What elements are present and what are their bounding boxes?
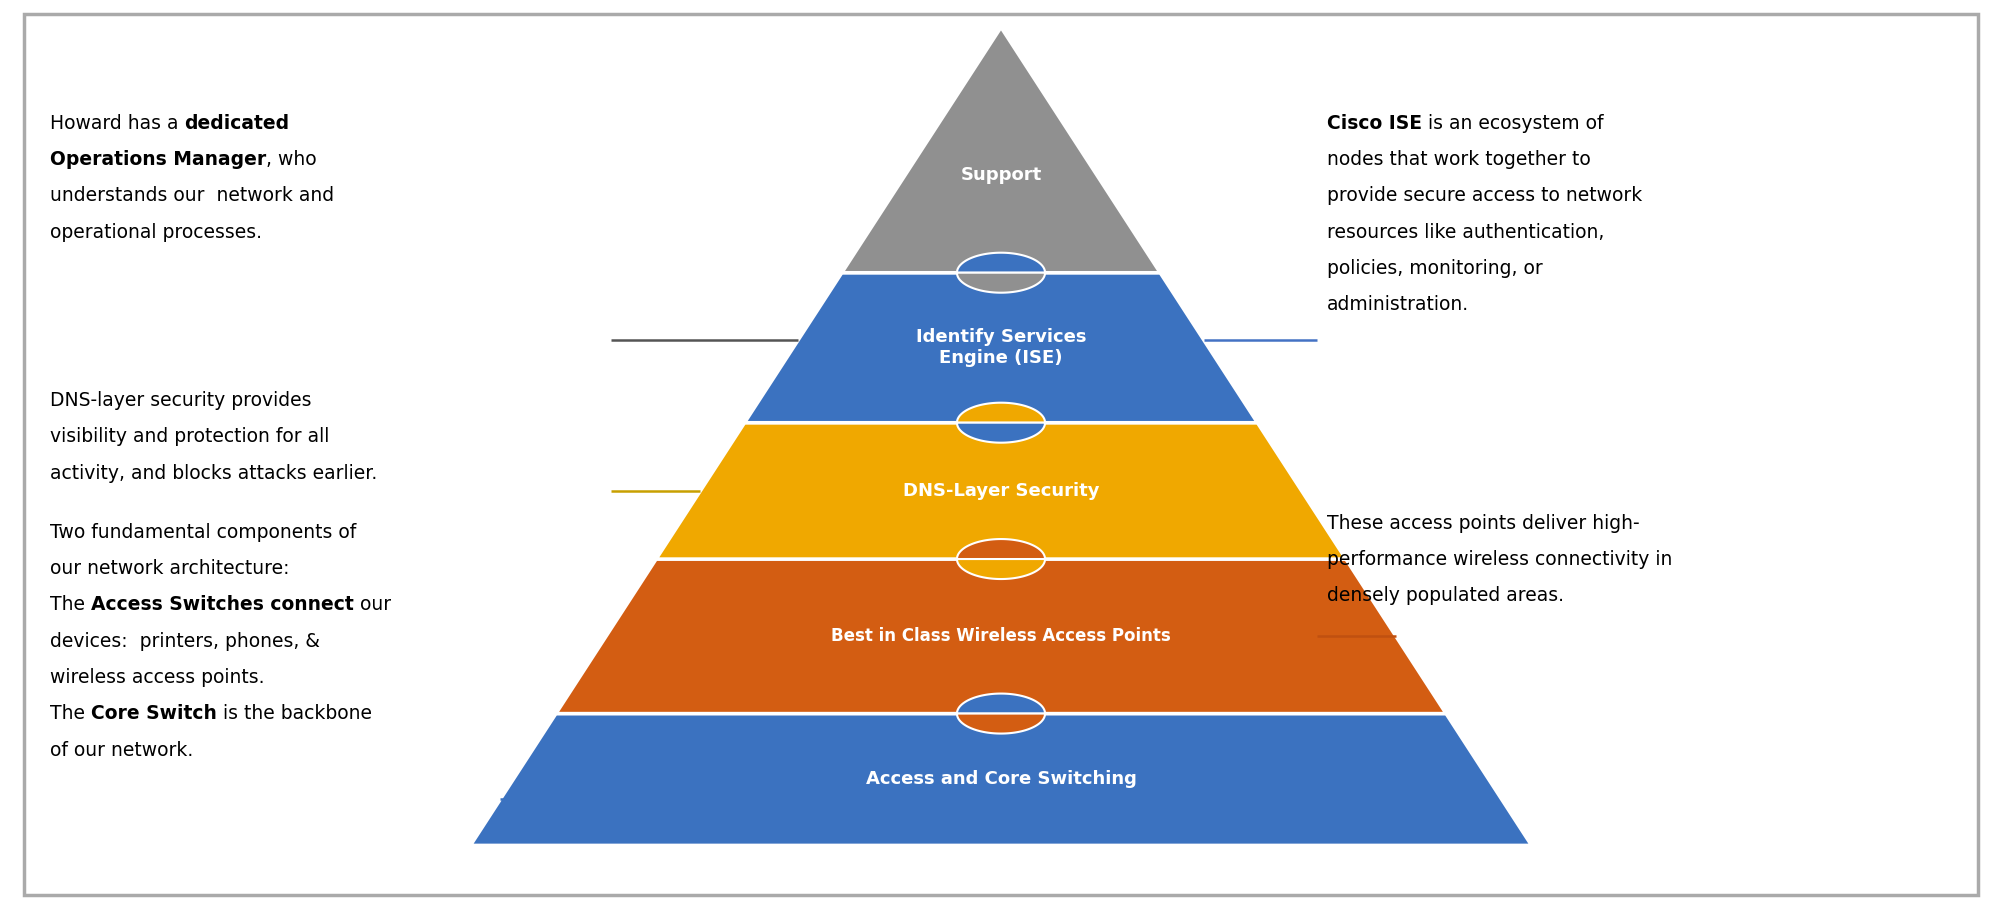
Polygon shape [470, 714, 1532, 845]
Polygon shape [957, 559, 1045, 579]
Polygon shape [841, 27, 1161, 273]
Text: Identify Services
Engine (ISE): Identify Services Engine (ISE) [915, 328, 1087, 367]
Text: visibility and protection for all: visibility and protection for all [50, 427, 330, 446]
Polygon shape [957, 423, 1045, 443]
Polygon shape [957, 273, 1045, 293]
Text: activity, and blocks attacks earlier.: activity, and blocks attacks earlier. [50, 464, 376, 483]
Text: our network architecture:: our network architecture: [50, 559, 290, 578]
Polygon shape [957, 714, 1045, 734]
Text: operational processes.: operational processes. [50, 223, 262, 242]
Text: Core Switch: Core Switch [90, 704, 216, 724]
Polygon shape [745, 273, 1257, 423]
Text: nodes that work together to: nodes that work together to [1327, 150, 1592, 169]
Text: dedicated: dedicated [184, 114, 290, 133]
Text: These access points deliver high-: These access points deliver high- [1327, 514, 1640, 533]
Text: Support: Support [961, 165, 1041, 184]
Polygon shape [557, 559, 1445, 714]
Text: is an ecosystem of: is an ecosystem of [1421, 114, 1604, 133]
Text: provide secure access to network: provide secure access to network [1327, 186, 1642, 205]
Text: administration.: administration. [1327, 295, 1469, 315]
Text: DNS-Layer Security: DNS-Layer Security [903, 482, 1099, 500]
Text: Best in Class Wireless Access Points: Best in Class Wireless Access Points [831, 627, 1171, 645]
Text: wireless access points.: wireless access points. [50, 668, 264, 687]
Text: of our network.: of our network. [50, 741, 194, 760]
Text: performance wireless connectivity in: performance wireless connectivity in [1327, 550, 1674, 569]
Polygon shape [957, 253, 1045, 273]
Text: The: The [50, 704, 90, 724]
Text: our: our [354, 595, 390, 614]
Text: densely populated areas.: densely populated areas. [1327, 586, 1564, 605]
Text: , who: , who [266, 150, 316, 169]
Text: Access Switches connect: Access Switches connect [90, 595, 354, 614]
Text: DNS-layer security provides: DNS-layer security provides [50, 391, 312, 410]
Text: understands our  network and: understands our network and [50, 186, 334, 205]
Text: Two fundamental components of: Two fundamental components of [50, 523, 356, 542]
Text: devices:  printers, phones, &: devices: printers, phones, & [50, 632, 320, 651]
Text: Operations Manager: Operations Manager [50, 150, 266, 169]
Polygon shape [957, 539, 1045, 559]
Polygon shape [957, 403, 1045, 423]
FancyBboxPatch shape [24, 14, 1978, 895]
Text: resources like authentication,: resources like authentication, [1327, 223, 1606, 242]
Text: policies, monitoring, or: policies, monitoring, or [1327, 259, 1544, 278]
Polygon shape [957, 694, 1045, 714]
Text: Howard has a: Howard has a [50, 114, 184, 133]
Text: Access and Core Switching: Access and Core Switching [865, 771, 1137, 788]
Text: The: The [50, 595, 90, 614]
Text: is the backbone: is the backbone [216, 704, 372, 724]
Text: Cisco ISE: Cisco ISE [1327, 114, 1421, 133]
Polygon shape [657, 423, 1345, 559]
